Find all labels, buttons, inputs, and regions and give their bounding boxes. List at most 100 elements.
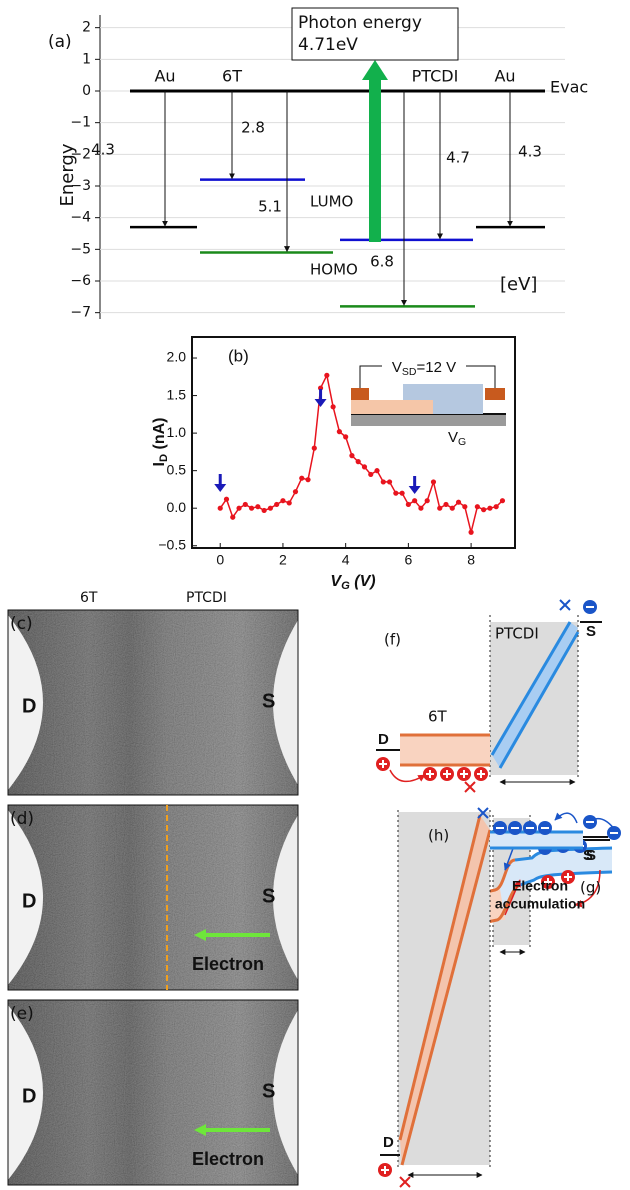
- data-point: [449, 505, 455, 511]
- annotation: Electron: [512, 878, 568, 894]
- image-noise: [8, 610, 298, 795]
- plot-frame: [191, 336, 516, 549]
- panel-label: (f): [384, 631, 401, 649]
- level-value-label: 4.3: [91, 141, 115, 159]
- y-tick-label: −0.5: [158, 536, 186, 552]
- data-point: [368, 471, 374, 478]
- data-point: [324, 372, 330, 378]
- inset-substrate: [351, 414, 506, 426]
- data-point: [462, 504, 468, 510]
- band: [492, 622, 578, 768]
- data-point: [487, 505, 493, 511]
- band: [490, 832, 583, 848]
- y-tick-label: 0: [82, 83, 91, 99]
- data-point: [330, 404, 336, 410]
- material-label: Au: [494, 67, 515, 86]
- band-edge: [400, 829, 492, 1166]
- drain-label: D: [383, 1134, 394, 1151]
- inset-label-part: SD: [402, 366, 417, 378]
- inset-label-part: G: [458, 436, 466, 448]
- vacuum-label: Evac: [550, 78, 588, 97]
- y-axis-label-part: (nA): [151, 418, 168, 454]
- panel-f: (f) PTCDI 6T D S: [376, 599, 602, 793]
- y-axis-label-part: I: [151, 462, 168, 466]
- data-point: [386, 479, 393, 485]
- photon-value: 4.71eV: [298, 35, 358, 55]
- data-point: [261, 507, 267, 514]
- inset-label-part: V: [448, 429, 458, 446]
- blocked: [477, 807, 489, 819]
- y-tick-label: 1.0: [167, 424, 187, 440]
- electrode-left: [8, 810, 43, 985]
- material-label: PTCDI: [412, 67, 459, 86]
- panel-label: (g): [580, 879, 601, 897]
- x-axis-label-part: (V): [350, 573, 376, 590]
- data-point: [305, 477, 311, 483]
- data-point: [311, 445, 317, 451]
- column-label: PTCDI: [186, 590, 227, 606]
- data-point: [399, 490, 405, 496]
- drain-label: D: [22, 1085, 36, 1107]
- charges: [378, 815, 597, 1177]
- drain-label: D: [378, 731, 389, 748]
- data-point: [299, 475, 305, 481]
- data-point: [280, 498, 286, 504]
- data-point: [455, 499, 462, 505]
- arrow: [554, 812, 578, 824]
- region-label: PTCDI: [495, 625, 539, 643]
- arrow: [504, 879, 521, 916]
- data-point: [499, 498, 506, 504]
- image-frame: [7, 609, 299, 796]
- x-axis-label: VG (V): [330, 573, 375, 592]
- data-point: [424, 498, 430, 504]
- data-point: [230, 514, 236, 520]
- material-label: Au: [154, 67, 175, 86]
- data-point: [248, 505, 255, 511]
- x-axis-label-part: G: [341, 580, 350, 592]
- data-point: [437, 505, 443, 511]
- inset-6t: [351, 400, 433, 414]
- y-tick-label: 0.0: [167, 499, 187, 515]
- material-label: 6T: [222, 67, 242, 86]
- inset-electrode: [351, 388, 369, 400]
- y-tick-label: 2.0: [167, 349, 187, 365]
- data-point: [217, 505, 223, 511]
- data-point: [286, 500, 292, 506]
- data-point: [223, 496, 230, 502]
- unit-label: [eV]: [500, 274, 537, 295]
- level-value-label: 2.8: [241, 119, 265, 137]
- y-tick-label: 1.5: [167, 386, 187, 402]
- y-tick-label: −2: [70, 146, 91, 162]
- marker-arrow-head: [314, 399, 327, 407]
- band-edge: [490, 621, 572, 756]
- panel-h: (h) D S Electron accumulation: [378, 807, 608, 1188]
- data-point: [430, 479, 437, 485]
- annotation: accumulation: [495, 896, 585, 912]
- y-tick-label: −7: [70, 305, 91, 321]
- electrode-right: [273, 1010, 298, 1175]
- band-edge: [398, 814, 482, 1141]
- image-noise: [8, 805, 298, 990]
- panel-label: (c): [10, 614, 33, 634]
- data-line: [219, 372, 503, 533]
- x-tick-label: 8: [467, 552, 475, 568]
- source-label: S: [586, 847, 596, 864]
- panel-label: (d): [10, 809, 34, 829]
- data-point: [474, 504, 480, 510]
- image-panels: 6T PTCDI (c) D S (d) D S Electron (e) D S Electron: [7, 590, 299, 1186]
- data-point: [393, 490, 399, 496]
- blocked: [464, 781, 476, 793]
- data-point: [236, 505, 242, 511]
- y-tick-label: −3: [70, 178, 91, 194]
- data-point: [242, 501, 248, 508]
- panel-b: −0.50.00.51.01.52.00 2 4 6 8VG (V)ID (nA)(b)…: [151, 336, 516, 592]
- data-point: [336, 429, 342, 435]
- data-point: [292, 489, 299, 495]
- electrode-right: [273, 620, 298, 785]
- inset-electrode: [485, 388, 505, 400]
- panel-label: (e): [10, 1004, 34, 1024]
- region-label: 6T: [428, 708, 448, 726]
- lumo-label: LUMO: [310, 193, 353, 211]
- data-point: [481, 507, 487, 513]
